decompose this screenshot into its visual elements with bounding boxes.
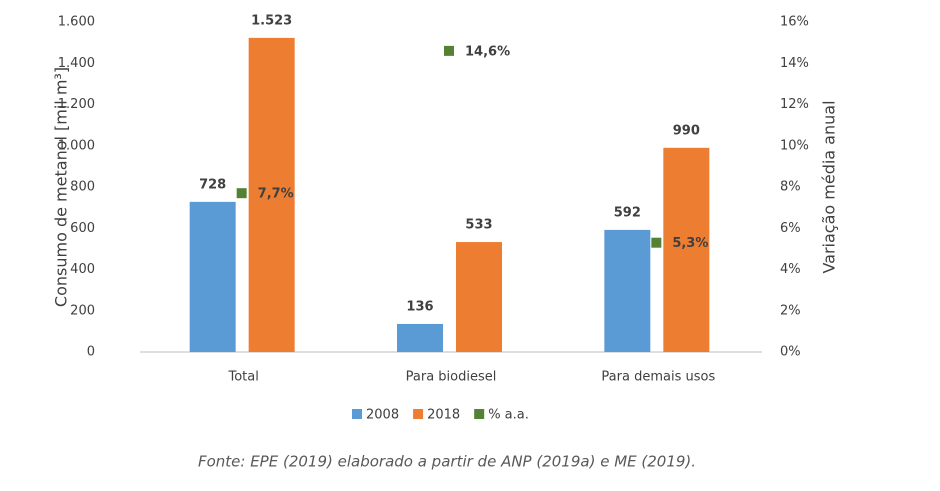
legend-swatch <box>474 409 485 419</box>
legend-swatch <box>352 409 362 419</box>
bar <box>604 229 651 352</box>
y2ticks-label: 8% <box>780 180 801 195</box>
y2ticks-label: 16% <box>780 15 809 30</box>
y2ticks-label: 2% <box>780 303 801 318</box>
x-tick-label: Total <box>227 370 258 385</box>
data-label: 7,7% <box>258 187 294 202</box>
y2ticks-label: 12% <box>780 97 809 112</box>
bar <box>663 147 710 352</box>
data-label: 5,3% <box>672 236 708 251</box>
data-label: 533 <box>465 218 492 233</box>
y2ticks-label: 10% <box>780 138 809 153</box>
bar <box>456 242 502 352</box>
source-note: Fonte: EPE (2019) elaborado a partir de … <box>198 453 696 471</box>
bar <box>248 37 295 352</box>
bar <box>189 201 236 352</box>
data-label: 592 <box>614 205 641 220</box>
marker <box>651 237 662 248</box>
data-label: 136 <box>406 299 433 314</box>
marker <box>444 45 454 56</box>
y2ticks-label: 14% <box>780 56 809 71</box>
yticks-label: 600 <box>70 221 95 236</box>
yticks-label: 800 <box>70 180 95 195</box>
y2-axis-title: Variação média anual <box>820 100 839 273</box>
data-label: 990 <box>673 123 700 138</box>
y2ticks-label: 6% <box>780 221 801 236</box>
data-label: 1.523 <box>251 13 292 28</box>
data-label: 728 <box>199 177 226 192</box>
legend-label: 2008 <box>366 408 399 423</box>
legend-label: 2018 <box>427 408 460 423</box>
yticks-label: 1.400 <box>58 56 95 71</box>
data-label: 14,6% <box>465 44 510 59</box>
legend-label: % a.a. <box>488 408 529 423</box>
yticks-label: 0 <box>87 345 95 360</box>
y2ticks-label: 4% <box>780 262 801 277</box>
marker <box>236 188 247 199</box>
bar <box>397 323 443 352</box>
yticks-label: 1.600 <box>58 15 95 30</box>
x-tick-label: Para demais usos <box>601 370 715 385</box>
legend-swatch <box>413 409 424 419</box>
yticks-label: 200 <box>70 303 95 318</box>
y-axis-title: Consumo de metanol [mil m³] <box>52 67 71 307</box>
x-tick-label: Para biodiesel <box>406 370 497 385</box>
y2ticks-label: 0% <box>780 345 801 360</box>
yticks-label: 1.200 <box>58 97 95 112</box>
yticks-label: 400 <box>70 262 95 277</box>
yticks-label: 1.000 <box>58 138 95 153</box>
